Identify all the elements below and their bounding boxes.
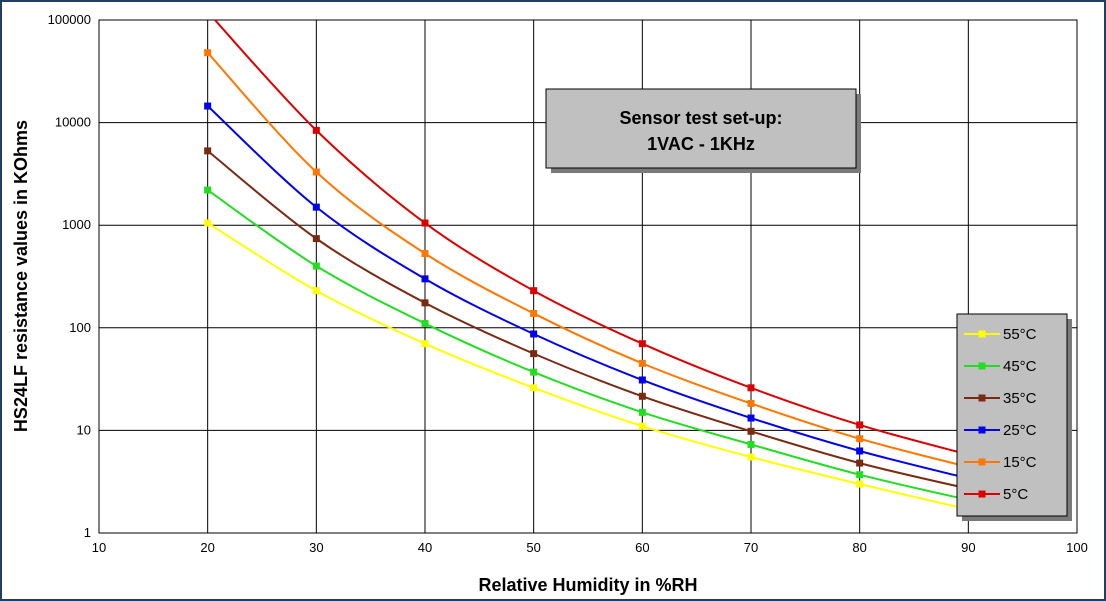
data-point-15C — [204, 49, 211, 56]
x-tick-label: 90 — [961, 540, 975, 555]
data-point-55C — [313, 287, 320, 294]
x-tick-label: 10 — [92, 540, 106, 555]
legend-label-45C: 45°C — [1003, 358, 1037, 375]
x-tick-labels: 10 20 30 40 50 60 70 80 90 100 — [92, 540, 1088, 555]
data-point-15C — [530, 310, 537, 317]
y-tick-labels: 1 10 100 1000 10000 100000 — [48, 12, 91, 540]
data-point-25C — [313, 204, 320, 211]
data-point-15C — [313, 169, 320, 176]
x-tick-label: 30 — [309, 540, 323, 555]
annotation-line-1: Sensor test set-up: — [619, 108, 782, 128]
data-point-15C — [856, 435, 863, 442]
data-point-35C — [748, 428, 755, 435]
data-point-45C — [530, 369, 537, 376]
x-tick-label: 40 — [418, 540, 432, 555]
data-point-45C — [422, 320, 429, 327]
data-point-25C — [204, 103, 211, 110]
data-point-5C — [856, 421, 863, 428]
legend-label-25C: 25°C — [1003, 422, 1037, 439]
x-tick-label: 80 — [852, 540, 866, 555]
data-point-25C — [530, 331, 537, 338]
x-tick-label: 20 — [200, 540, 214, 555]
data-point-35C — [530, 350, 537, 357]
data-point-15C — [639, 360, 646, 367]
data-point-15C — [422, 250, 429, 257]
data-point-35C — [639, 393, 646, 400]
legend-label-15C: 15°C — [1003, 454, 1037, 471]
data-point-35C — [204, 147, 211, 154]
annotation-box: Sensor test set-up: 1VAC - 1KHz — [546, 89, 861, 173]
data-point-55C — [639, 423, 646, 430]
data-point-45C — [856, 471, 863, 478]
data-point-55C — [748, 454, 755, 461]
y-tick-label: 100 — [69, 320, 91, 335]
data-point-35C — [856, 460, 863, 467]
data-point-45C — [313, 263, 320, 270]
data-point-45C — [204, 187, 211, 194]
data-point-5C — [639, 340, 646, 347]
data-point-35C — [422, 299, 429, 306]
data-point-25C — [748, 415, 755, 422]
data-point-55C — [422, 340, 429, 347]
data-point-25C — [856, 447, 863, 454]
y-tick-label: 100000 — [48, 12, 91, 27]
data-point-55C — [204, 220, 211, 227]
data-point-5C — [204, 8, 211, 15]
data-point-25C — [639, 376, 646, 383]
legend-marker-5C — [979, 491, 986, 498]
data-point-15C — [748, 400, 755, 407]
y-axis-title: HS24LF resistance values in KOhms — [11, 120, 31, 432]
x-tick-label: 60 — [635, 540, 649, 555]
data-point-55C — [856, 481, 863, 488]
data-point-5C — [748, 384, 755, 391]
data-point-35C — [313, 235, 320, 242]
x-tick-label: 100 — [1066, 540, 1088, 555]
data-point-25C — [422, 275, 429, 282]
legend-marker-45C — [979, 363, 986, 370]
legend-marker-35C — [979, 395, 986, 402]
legend-label-55C: 55°C — [1003, 326, 1037, 343]
legend-label-35C: 35°C — [1003, 390, 1037, 407]
y-tick-label: 1000 — [62, 217, 91, 232]
y-tick-label: 10 — [77, 422, 91, 437]
data-point-5C — [422, 220, 429, 227]
legend-marker-25C — [979, 427, 986, 434]
legend: 55°C 45°C 35°C 25°C 15°C 5°C — [957, 314, 1072, 521]
y-tick-label: 10000 — [55, 115, 91, 130]
y-tick-label: 1 — [84, 525, 91, 540]
data-point-45C — [639, 409, 646, 416]
x-tick-label: 50 — [526, 540, 540, 555]
legend-marker-55C — [979, 331, 986, 338]
x-axis-title: Relative Humidity in %RH — [478, 575, 697, 595]
data-point-55C — [530, 384, 537, 391]
legend-marker-15C — [979, 459, 986, 466]
x-tick-label: 70 — [744, 540, 758, 555]
data-point-5C — [530, 287, 537, 294]
annotation-line-2: 1VAC - 1KHz — [647, 134, 755, 154]
legend-label-5C: 5°C — [1003, 486, 1028, 503]
data-point-5C — [313, 127, 320, 134]
data-point-45C — [748, 441, 755, 448]
